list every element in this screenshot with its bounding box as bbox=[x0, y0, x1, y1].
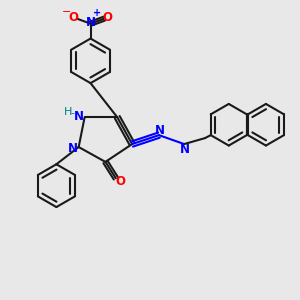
Text: +: + bbox=[93, 8, 101, 18]
Text: O: O bbox=[115, 175, 125, 188]
Text: H: H bbox=[64, 107, 73, 117]
Text: -: - bbox=[70, 108, 74, 118]
Text: O: O bbox=[68, 11, 78, 24]
Text: −: − bbox=[62, 7, 71, 17]
Text: N: N bbox=[85, 16, 96, 29]
Text: O: O bbox=[103, 11, 113, 24]
Text: N: N bbox=[154, 124, 164, 136]
Text: N: N bbox=[74, 110, 84, 123]
Text: N: N bbox=[68, 142, 78, 155]
Text: N: N bbox=[180, 142, 190, 156]
